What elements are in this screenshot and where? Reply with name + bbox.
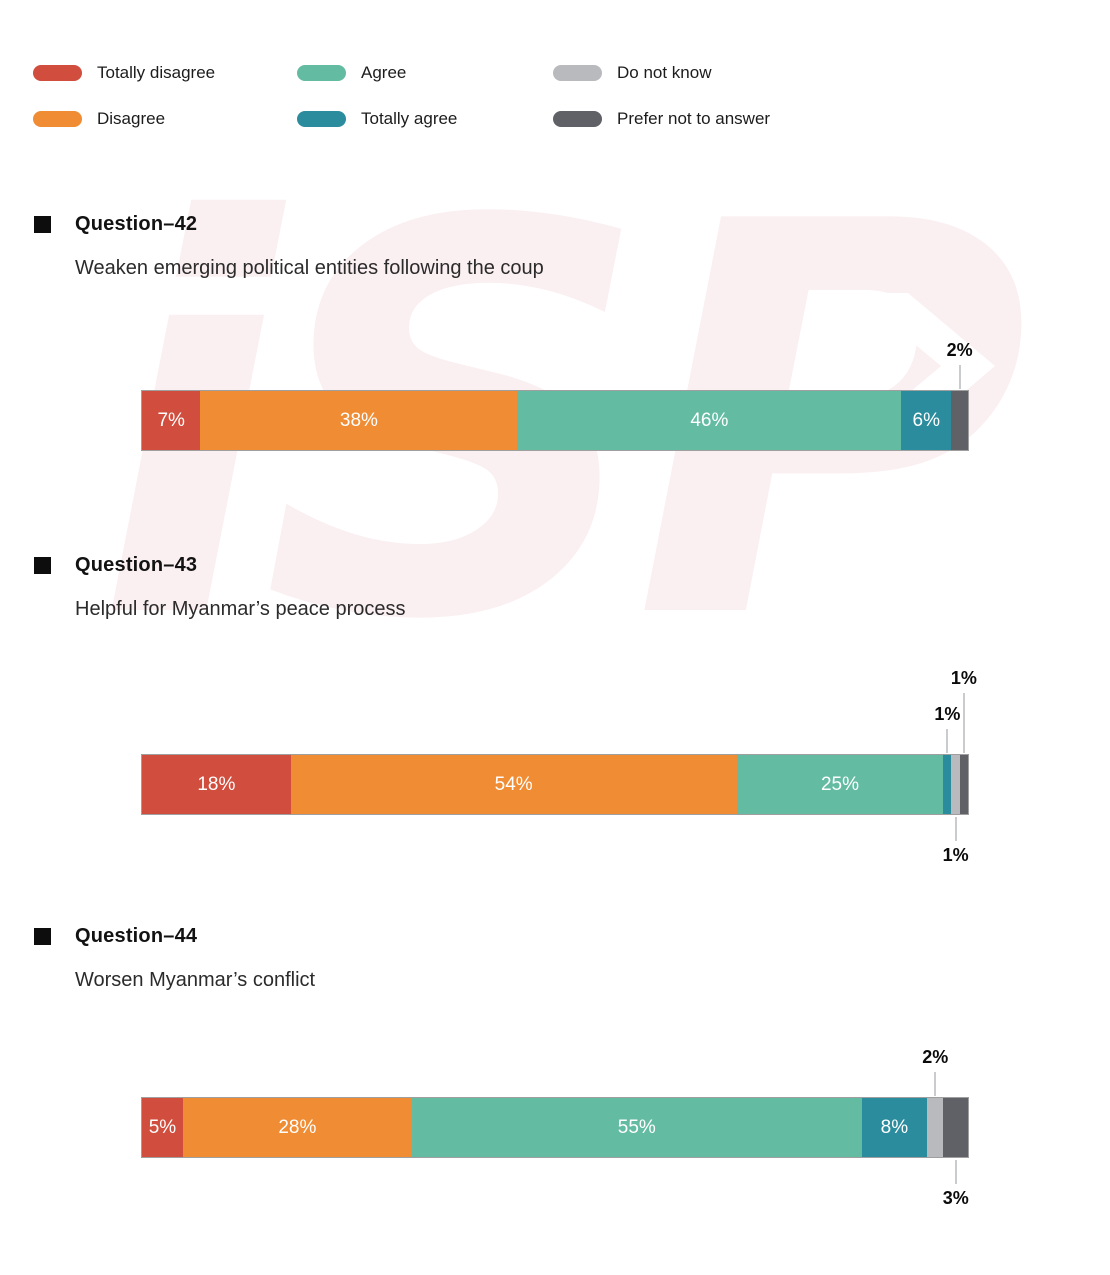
square-bullet-icon xyxy=(34,557,51,574)
callout-leader-line xyxy=(962,693,965,753)
question-subtitle: Weaken emerging political entities follo… xyxy=(75,257,544,279)
stacked-bar-chart: 18% 54% 25% 1% 1% 1% xyxy=(141,668,977,865)
legend-item-do-not-know: Do not know xyxy=(553,63,770,82)
question-heading: Question–43 xyxy=(34,554,197,577)
bar-segment-disagree: 28% xyxy=(182,1098,412,1157)
question-subtitle: Helpful for Myanmar’s peace process xyxy=(75,598,406,620)
question-heading: Question–44 xyxy=(34,925,197,948)
legend-label: Totally agree xyxy=(361,109,458,128)
callout-leader-line xyxy=(934,1072,937,1096)
callout-leader-line xyxy=(954,817,957,841)
legend-label: Disagree xyxy=(97,109,166,128)
callout-value-label: 2% xyxy=(922,1047,949,1067)
bar-segment-prefer-not-to-answer xyxy=(959,755,968,814)
segment-value-label: 25% xyxy=(820,773,859,795)
question-title: Question–43 xyxy=(75,554,198,576)
stacked-bar-chart: 5% 28% 55% 8% 2% 3% xyxy=(141,1047,969,1208)
callout-leader-line xyxy=(946,729,949,753)
callout-value-label: 3% xyxy=(942,1188,969,1208)
legend-item-prefer-not-to-answer: Prefer not to answer xyxy=(553,109,771,128)
stacked-bar-chart: 7% 38% 46% 6% 2% xyxy=(141,340,973,451)
bar-segment-totally-disagree: 18% xyxy=(142,755,291,814)
legend-swatch-totally-agree xyxy=(297,111,346,127)
segment-value-label: 55% xyxy=(617,1116,656,1138)
callout-value-label: 1% xyxy=(934,704,961,724)
callout-leader-line xyxy=(954,1160,957,1184)
bar-segment-prefer-not-to-answer xyxy=(951,391,968,450)
square-bullet-icon xyxy=(34,216,51,233)
segment-value-label: 7% xyxy=(157,409,185,431)
legend-item-agree: Agree xyxy=(297,63,553,82)
legend-swatch-do-not-know xyxy=(553,65,602,81)
question-title: Question–44 xyxy=(75,925,198,947)
segment-value-label: 28% xyxy=(278,1116,317,1138)
segment-value-label: 8% xyxy=(880,1116,909,1138)
stacked-bar: 18% 54% 25% xyxy=(141,754,969,815)
bar-segment-prefer-not-to-answer xyxy=(943,1098,968,1157)
callout-value-label: 1% xyxy=(950,668,977,688)
question-subtitle: Worsen Myanmar’s conflict xyxy=(75,969,316,991)
legend-label: Agree xyxy=(361,63,407,82)
bar-segment-totally-disagree: 7% xyxy=(142,391,201,450)
legend: Totally disagree Agree Do not know Disagree… xyxy=(33,63,771,128)
callout-value-label: 1% xyxy=(942,845,969,865)
segment-value-label: 5% xyxy=(148,1116,177,1138)
bar-segment-totally-agree: 6% xyxy=(901,391,952,450)
bar-segment-disagree: 38% xyxy=(200,391,518,450)
legend-swatch-disagree xyxy=(33,111,82,127)
stacked-bar: 5% 28% 55% 8% xyxy=(141,1097,969,1158)
question-title: Question–42 xyxy=(75,213,198,235)
question-heading: Question–42 xyxy=(34,213,197,236)
segment-value-label: 18% xyxy=(197,773,236,795)
legend-item-totally-disagree: Totally disagree xyxy=(33,63,297,82)
bar-segment-agree: 55% xyxy=(411,1098,862,1157)
bar-segment-disagree: 54% xyxy=(290,755,737,814)
legend-label: Prefer not to answer xyxy=(617,109,771,128)
bar-segment-agree: 25% xyxy=(736,755,944,814)
legend-item-disagree: Disagree xyxy=(33,109,297,128)
bar-segment-agree: 46% xyxy=(517,391,902,450)
segment-value-label: 6% xyxy=(912,409,940,431)
segment-value-label: 38% xyxy=(339,409,378,431)
legend-label: Do not know xyxy=(617,63,712,82)
bar-segment-totally-disagree: 5% xyxy=(142,1098,183,1157)
stacked-bar: 7% 38% 46% 6% xyxy=(141,390,969,451)
callout-leader-line xyxy=(958,365,961,389)
callout-value-label: 2% xyxy=(946,340,973,360)
bar-segment-do-not-know xyxy=(951,755,960,814)
legend-label: Totally disagree xyxy=(97,63,216,82)
legend-swatch-prefer-not-to-answer xyxy=(553,111,602,127)
square-bullet-icon xyxy=(34,928,51,945)
segment-value-label: 46% xyxy=(690,409,729,431)
bar-segment-do-not-know xyxy=(927,1098,944,1157)
bar-segment-totally-agree xyxy=(943,755,952,814)
legend-swatch-totally-disagree xyxy=(33,65,82,81)
segment-value-label: 54% xyxy=(494,773,533,795)
legend-item-totally-agree: Totally agree xyxy=(297,109,553,128)
legend-swatch-agree xyxy=(297,65,346,81)
bar-segment-totally-agree: 8% xyxy=(861,1098,928,1157)
